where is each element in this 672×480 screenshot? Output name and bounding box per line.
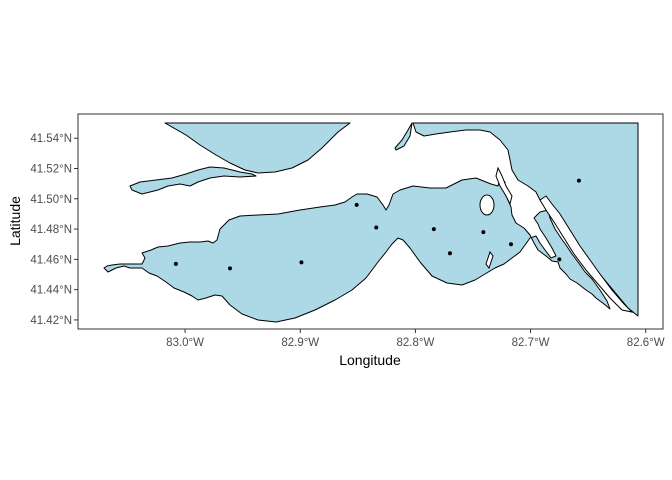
site-point <box>576 178 581 183</box>
site-point <box>173 261 178 266</box>
y-axis-title: Latitude <box>7 196 23 246</box>
y-tick-label: 41.44°N <box>30 285 72 297</box>
x-tick-label: 82.6°W <box>627 337 665 349</box>
x-tick-label: 83.0°W <box>166 337 204 349</box>
upper-channel <box>129 166 257 195</box>
spit <box>485 250 494 270</box>
site-point <box>508 242 513 247</box>
east-peninsula <box>539 195 634 313</box>
site-point <box>228 266 233 271</box>
y-tick-label: 41.52°N <box>30 164 72 176</box>
panel-border <box>77 113 664 330</box>
y-tick-label: 41.46°N <box>30 254 72 266</box>
site-point <box>354 202 359 207</box>
site-point <box>557 257 562 262</box>
island-small <box>479 194 495 216</box>
x-tick-label: 82.8°W <box>396 337 434 349</box>
y-tick-label: 41.50°N <box>30 194 72 206</box>
site-point <box>374 225 379 230</box>
x-tick-label: 82.7°W <box>512 337 550 349</box>
islet-top <box>394 122 413 151</box>
x-axis: 83.0°W 82.9°W 82.8°W 82.7°W 82.6°W <box>166 329 665 349</box>
sample-sites <box>173 178 581 271</box>
y-axis: 41.42°N 41.44°N 41.46°N 41.48°N 41.50°N 41.52… <box>30 133 78 327</box>
y-tick-label: 41.42°N <box>30 315 72 327</box>
site-point <box>447 251 452 256</box>
land-overlays <box>479 166 634 313</box>
site-point <box>481 230 486 235</box>
x-tick-label: 82.9°W <box>281 337 319 349</box>
site-point <box>299 260 304 265</box>
y-tick-label: 41.54°N <box>30 133 72 145</box>
north-peninsula <box>495 166 513 206</box>
x-axis-title: Longitude <box>339 352 401 368</box>
north-lobe <box>164 122 351 174</box>
site-point <box>431 227 436 232</box>
east-shore <box>412 122 639 317</box>
y-tick-label: 41.48°N <box>30 224 72 236</box>
